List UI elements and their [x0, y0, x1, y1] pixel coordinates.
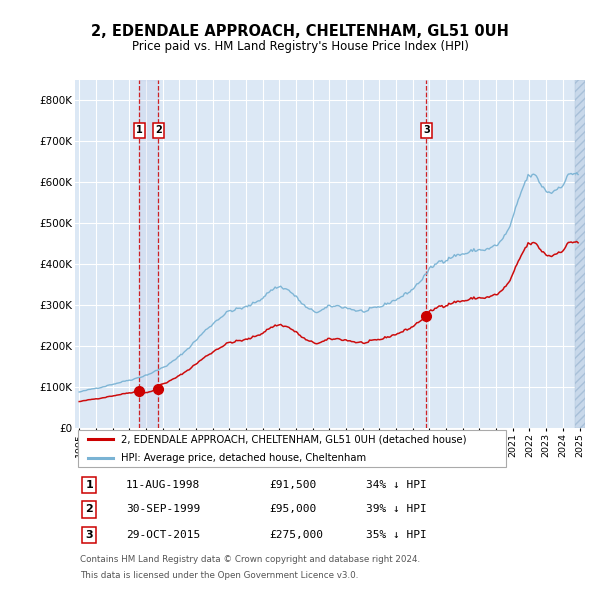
Text: Price paid vs. HM Land Registry's House Price Index (HPI): Price paid vs. HM Land Registry's House …	[131, 40, 469, 53]
Text: 2: 2	[155, 125, 162, 135]
Text: 30-SEP-1999: 30-SEP-1999	[126, 504, 200, 514]
Text: 2, EDENDALE APPROACH, CHELTENHAM, GL51 0UH: 2, EDENDALE APPROACH, CHELTENHAM, GL51 0…	[91, 24, 509, 38]
Text: £95,000: £95,000	[269, 504, 316, 514]
Text: 2, EDENDALE APPROACH, CHELTENHAM, GL51 0UH (detached house): 2, EDENDALE APPROACH, CHELTENHAM, GL51 0…	[121, 434, 466, 444]
Text: 1: 1	[136, 125, 143, 135]
Bar	[139, 80, 158, 428]
Text: HPI: Average price, detached house, Cheltenham: HPI: Average price, detached house, Chel…	[121, 453, 366, 463]
Text: Contains HM Land Registry data © Crown copyright and database right 2024.: Contains HM Land Registry data © Crown c…	[80, 555, 420, 563]
Text: 2: 2	[85, 504, 93, 514]
Text: £275,000: £275,000	[269, 530, 323, 540]
Text: 29-OCT-2015: 29-OCT-2015	[126, 530, 200, 540]
Text: 1: 1	[85, 480, 93, 490]
Text: 3: 3	[85, 530, 93, 540]
Text: 3: 3	[423, 125, 430, 135]
Text: This data is licensed under the Open Government Licence v3.0.: This data is licensed under the Open Gov…	[80, 571, 358, 581]
Text: 11-AUG-1998: 11-AUG-1998	[126, 480, 200, 490]
Text: 35% ↓ HPI: 35% ↓ HPI	[366, 530, 427, 540]
Text: 39% ↓ HPI: 39% ↓ HPI	[366, 504, 427, 514]
Bar	[575, 80, 585, 428]
Text: £91,500: £91,500	[269, 480, 316, 490]
FancyBboxPatch shape	[77, 430, 506, 467]
Text: 34% ↓ HPI: 34% ↓ HPI	[366, 480, 427, 490]
